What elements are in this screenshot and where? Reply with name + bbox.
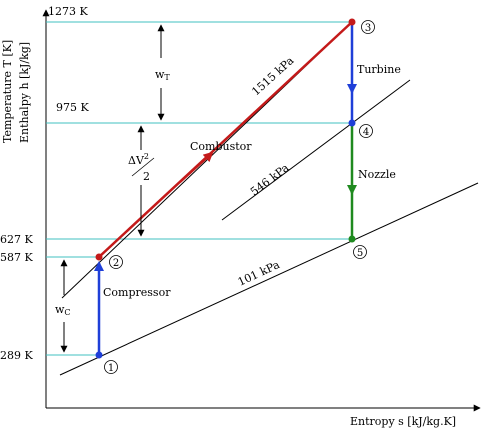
svg-text:wC: wC [55, 303, 71, 317]
tick-label-975: 975 K [56, 101, 89, 114]
svg-text:4: 4 [363, 127, 369, 138]
state-point-2 [95, 253, 103, 261]
svg-text:2: 2 [113, 258, 119, 269]
y-axis-label-enthalpy: Enthalpy h [kJ/kg] [18, 42, 31, 143]
svg-text:5: 5 [357, 248, 363, 259]
process-label-compressor: Compressor [103, 286, 171, 299]
tick-label-587: 587 K [0, 251, 33, 264]
svg-text:2: 2 [143, 170, 150, 183]
state-marker-4: 4 [359, 124, 373, 138]
tick-label-627: 627 K [0, 233, 33, 246]
x-axis-label: Entropy s [kJ/kg.K] [350, 415, 456, 428]
state-point-5 [348, 235, 356, 243]
process-label-combustor: Combustor [190, 140, 252, 153]
svg-text:1: 1 [108, 363, 114, 374]
tick-label-289: 289 K [0, 349, 33, 362]
y-axis-label-temperature: Temperature T [K] [1, 40, 14, 143]
compressor-work-label: wC [55, 303, 71, 317]
state-marker-1: 1 [104, 360, 118, 374]
svg-text:3: 3 [365, 23, 371, 34]
process-label-turbine: Turbine [357, 63, 401, 76]
isobar-546-line [221, 79, 411, 221]
isobar-101-line [59, 182, 479, 376]
isobar-label-1515: 1515 kPa [249, 54, 296, 98]
state-point-1 [95, 351, 103, 359]
isobar-label-546: 546 kPa [248, 161, 292, 199]
process-label-nozzle: Nozzle [358, 168, 396, 181]
state-marker-2: 2 [109, 255, 123, 269]
kinetic-energy-label: ΔV2 2 [128, 152, 155, 183]
tick-label-1273: 1273 K [48, 5, 88, 18]
combustor-arrow [179, 151, 214, 183]
state-point-3 [348, 18, 356, 26]
state-marker-3: 3 [361, 20, 375, 34]
state-point-4 [348, 119, 356, 127]
svg-text:ΔV2: ΔV2 [128, 152, 149, 167]
svg-text:wT: wT [155, 68, 170, 82]
state-marker-5: 5 [353, 245, 367, 259]
turbine-work-label: wT [155, 68, 170, 82]
